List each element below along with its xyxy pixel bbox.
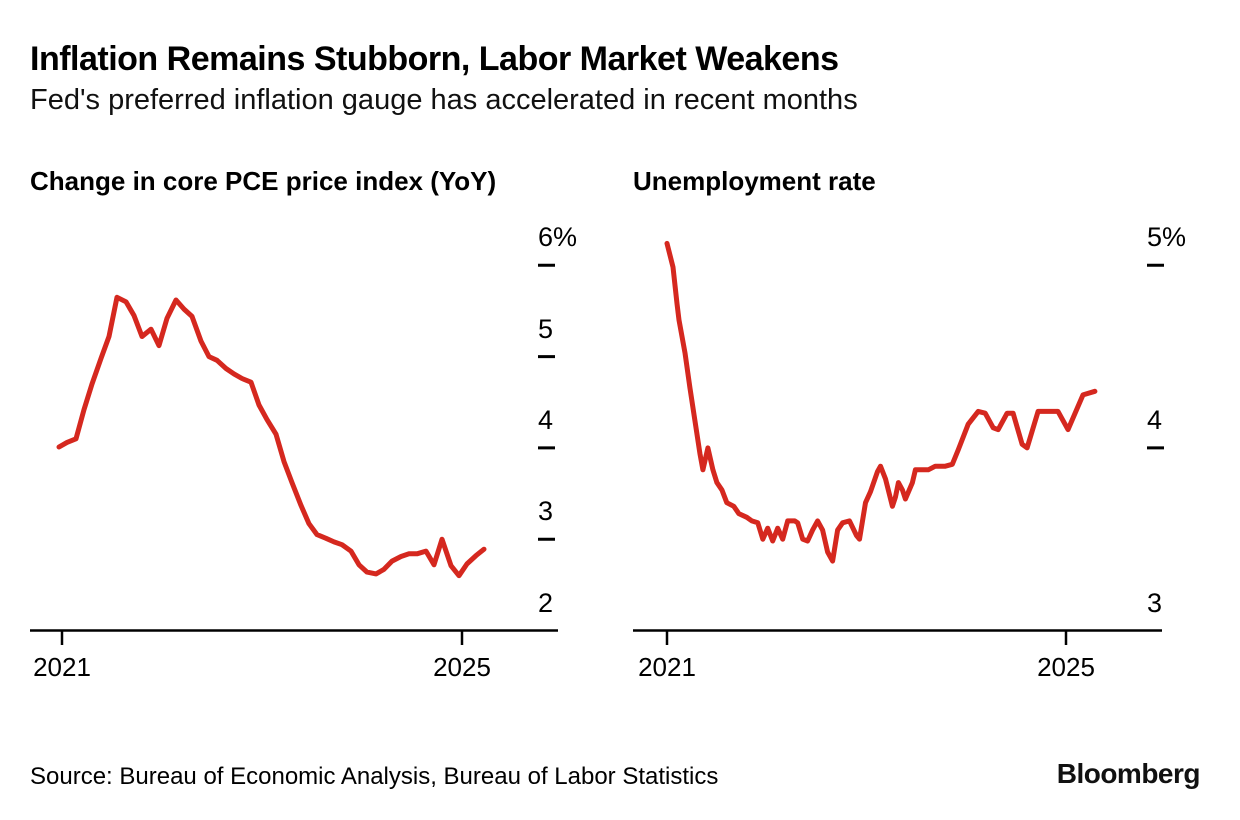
core-pce-y-tick-label: 4 <box>538 404 554 435</box>
unemployment-rate-x-tick-label: 2021 <box>638 652 696 682</box>
chart-headline: Inflation Remains Stubborn, Labor Market… <box>30 40 839 78</box>
core-pce-y-tick-label: 5 <box>538 313 554 344</box>
core-pce-y-tick-label: 3 <box>538 496 554 527</box>
source-note: Source: Bureau of Economic Analysis, Bur… <box>30 763 719 790</box>
core-pce-x-tick-label: 2021 <box>33 652 91 682</box>
core-pce-x-tick-label: 2025 <box>433 652 491 682</box>
chart-subheadline: Fed's preferred inflation gauge has acce… <box>30 84 858 116</box>
right-panel-title: Unemployment rate <box>633 166 876 196</box>
unemployment-rate-series-line <box>664 240 1098 564</box>
unemployment-rate-y-tick-label: 4 <box>1147 404 1163 435</box>
core-pce-series-line <box>56 294 487 579</box>
unemployment-rate-y-tick-label: 5% <box>1147 222 1187 253</box>
unemployment-rate-x-tick-label: 2025 <box>1037 652 1095 682</box>
core-pce-y-tick-label: 2 <box>538 587 554 618</box>
bloomberg-logo: Bloomberg <box>1056 758 1201 789</box>
core-pce-y-tick-label: 6% <box>538 222 578 253</box>
left-panel-title: Change in core PCE price index (YoY) <box>30 166 497 196</box>
unemployment-rate-y-tick-label: 3 <box>1147 587 1163 618</box>
